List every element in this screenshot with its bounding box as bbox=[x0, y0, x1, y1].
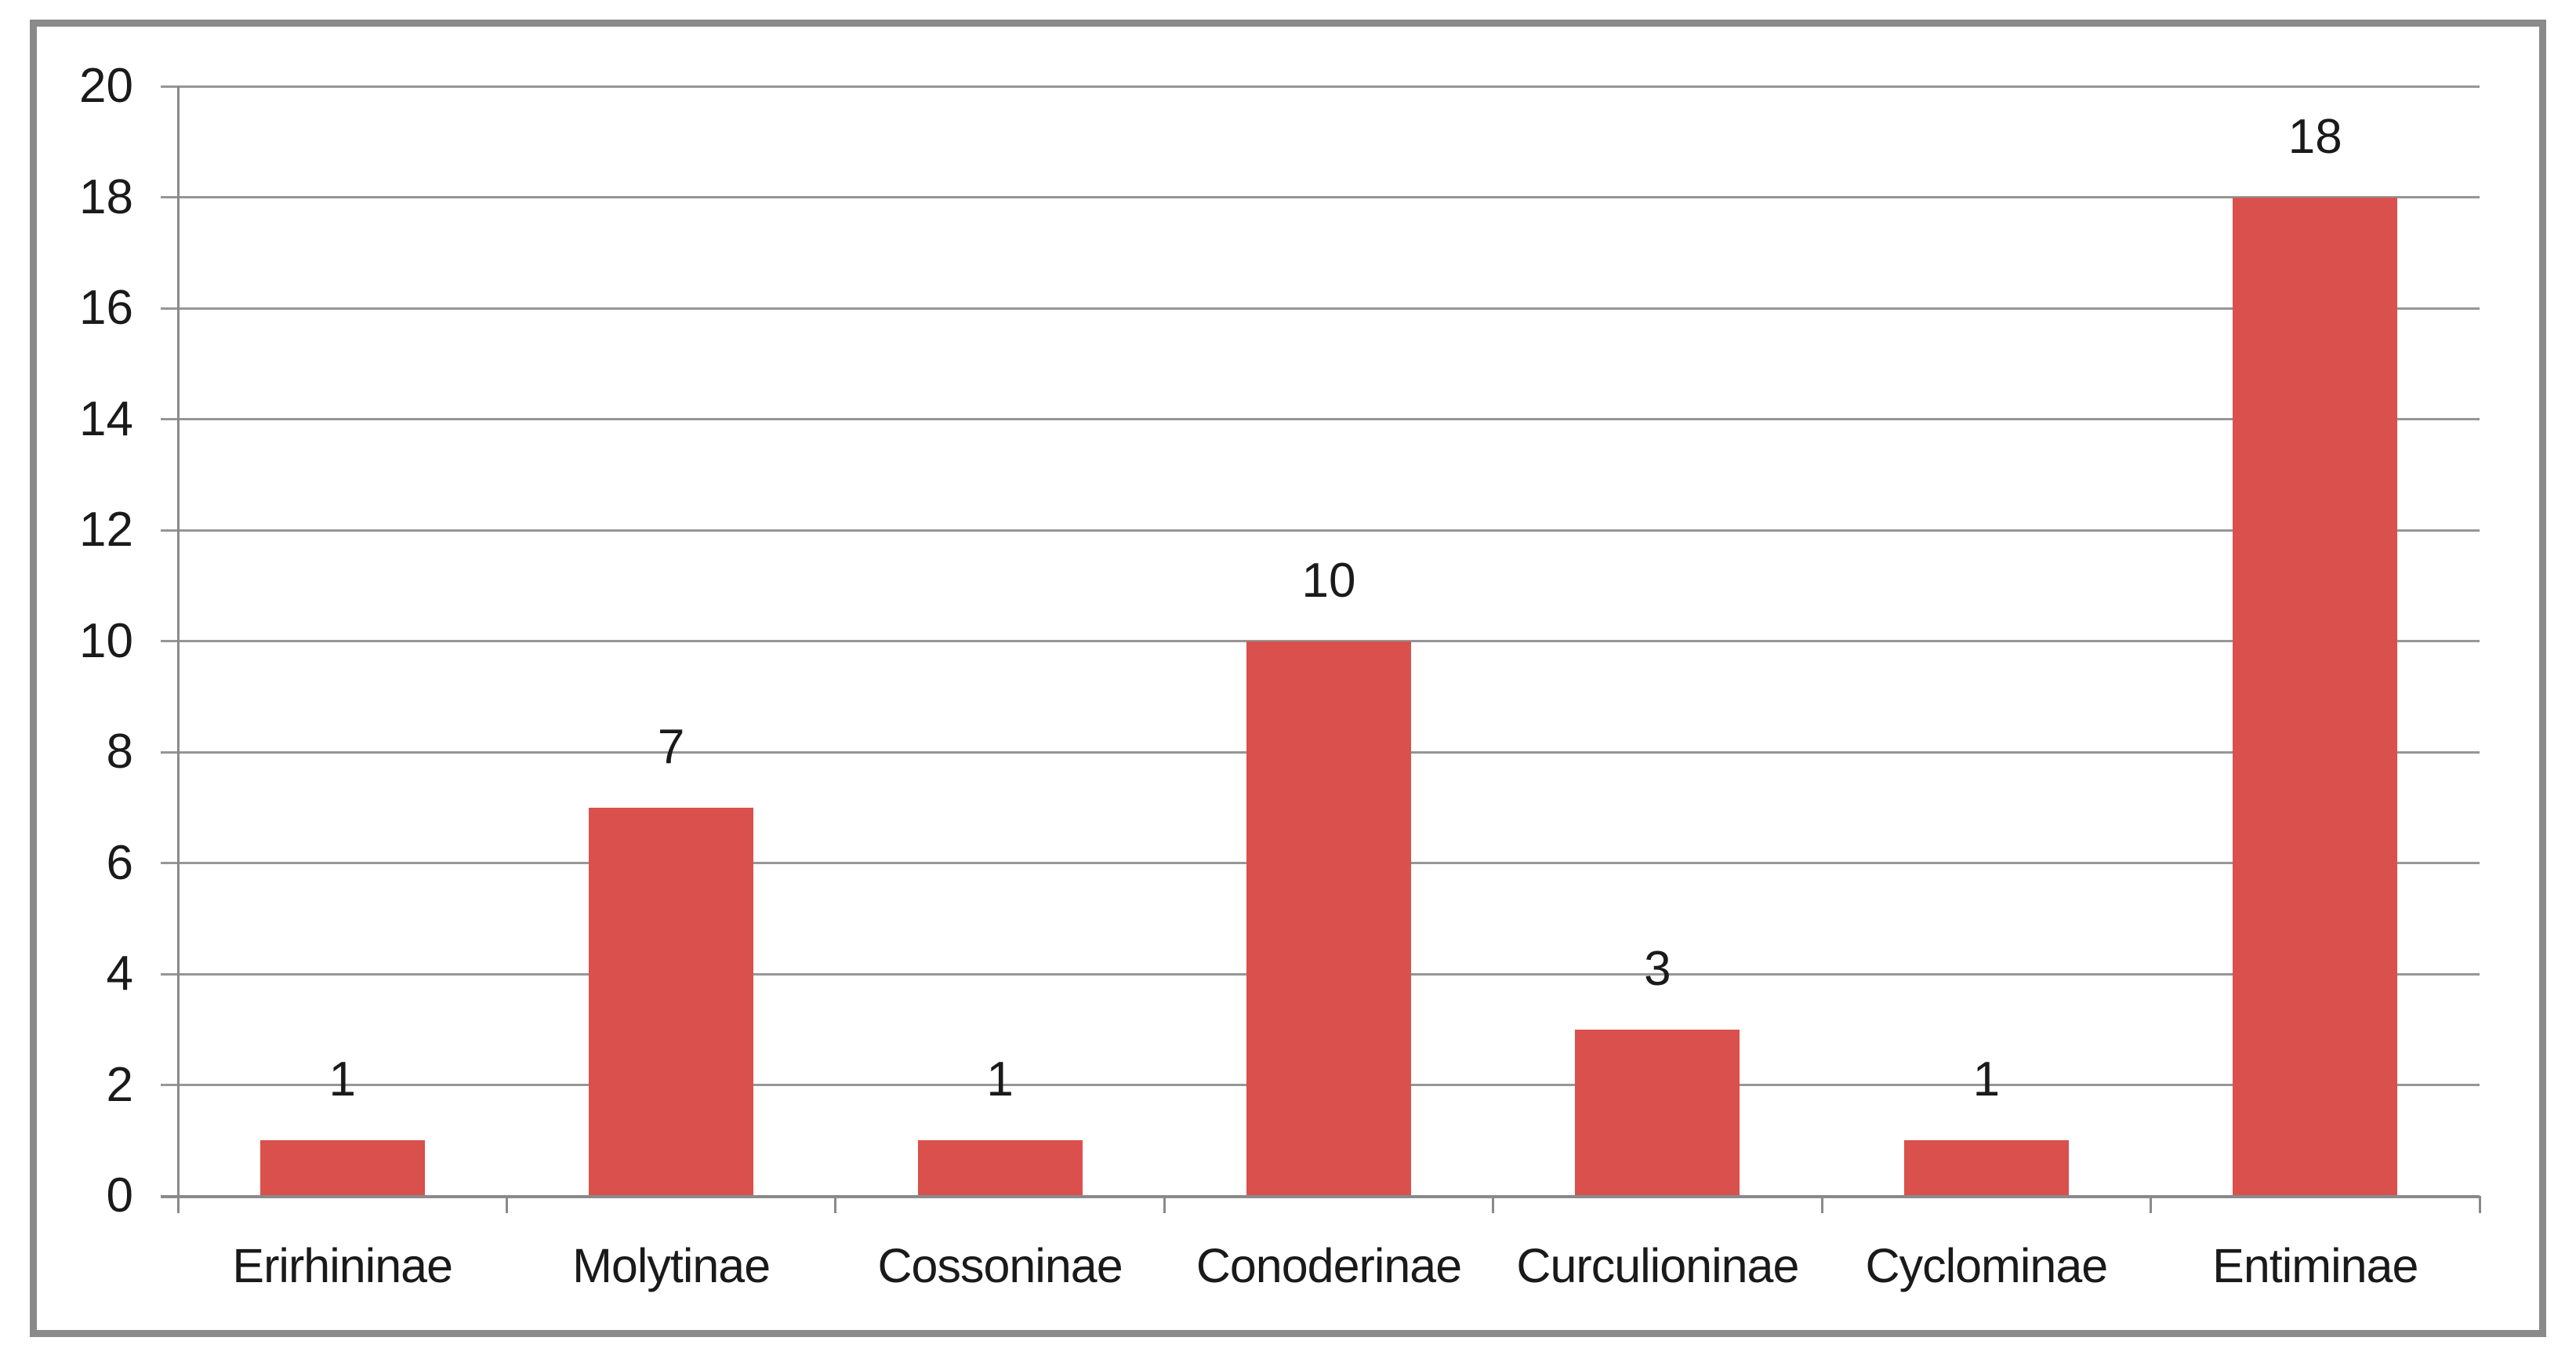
gridline-y-14 bbox=[161, 418, 2480, 420]
y-tick-label: 8 bbox=[106, 725, 133, 779]
x-axis-tick bbox=[1820, 1196, 1823, 1213]
bar-cyclominae bbox=[1903, 1140, 2069, 1196]
gridline-y-18 bbox=[161, 196, 2480, 198]
x-category-label: Conoderinae bbox=[1195, 1239, 1462, 1292]
x-category-label: Entiminae bbox=[2212, 1239, 2418, 1292]
y-axis-line bbox=[176, 86, 180, 1213]
y-tick-label: 10 bbox=[79, 613, 133, 668]
bar-value-label: 1 bbox=[986, 1052, 1014, 1107]
y-tick-label: 0 bbox=[106, 1168, 133, 1223]
bar-value-label: 18 bbox=[2288, 109, 2342, 164]
x-axis-tick bbox=[505, 1196, 508, 1213]
x-axis-tick bbox=[1163, 1196, 1166, 1213]
y-tick-label: 18 bbox=[79, 169, 133, 224]
y-tick-label: 6 bbox=[106, 835, 133, 890]
y-tick-label: 20 bbox=[79, 59, 133, 113]
x-axis-tick bbox=[2150, 1196, 2153, 1213]
x-axis-tick bbox=[2478, 1196, 2481, 1213]
y-tick-label: 14 bbox=[79, 391, 133, 446]
bar-cossoninae bbox=[917, 1140, 1083, 1196]
x-category-label: Erirhininae bbox=[232, 1239, 453, 1292]
y-tick-label: 12 bbox=[79, 503, 133, 557]
gridline-y-16 bbox=[161, 307, 2480, 310]
x-axis-tick bbox=[1492, 1196, 1495, 1213]
gridline-y-12 bbox=[161, 529, 2480, 532]
gridline-y-20 bbox=[161, 85, 2480, 88]
y-tick-label: 4 bbox=[106, 947, 133, 1001]
bar-value-label: 1 bbox=[1972, 1052, 2001, 1107]
bar-erirhininae bbox=[259, 1140, 425, 1196]
bar-value-label: 1 bbox=[328, 1052, 356, 1107]
bar-molytinae bbox=[589, 807, 754, 1196]
x-category-label: Cossoninae bbox=[877, 1239, 1123, 1292]
bar-conoderinae bbox=[1246, 641, 1411, 1196]
x-category-label: Molytinae bbox=[572, 1239, 771, 1292]
x-axis-line bbox=[161, 1195, 2480, 1198]
bar-value-label: 3 bbox=[1644, 941, 1671, 996]
y-tick-label: 2 bbox=[106, 1057, 133, 1112]
bar-entiminae bbox=[2233, 197, 2398, 1196]
bar-value-label: 7 bbox=[657, 719, 685, 774]
bar-value-label: 10 bbox=[1301, 553, 1356, 608]
x-category-label: Curculioninae bbox=[1516, 1239, 1799, 1292]
x-axis-tick bbox=[834, 1196, 837, 1213]
x-category-label: Cyclominae bbox=[1865, 1239, 2109, 1292]
bar-curculioninae bbox=[1575, 1029, 1740, 1196]
y-tick-label: 16 bbox=[79, 281, 133, 335]
